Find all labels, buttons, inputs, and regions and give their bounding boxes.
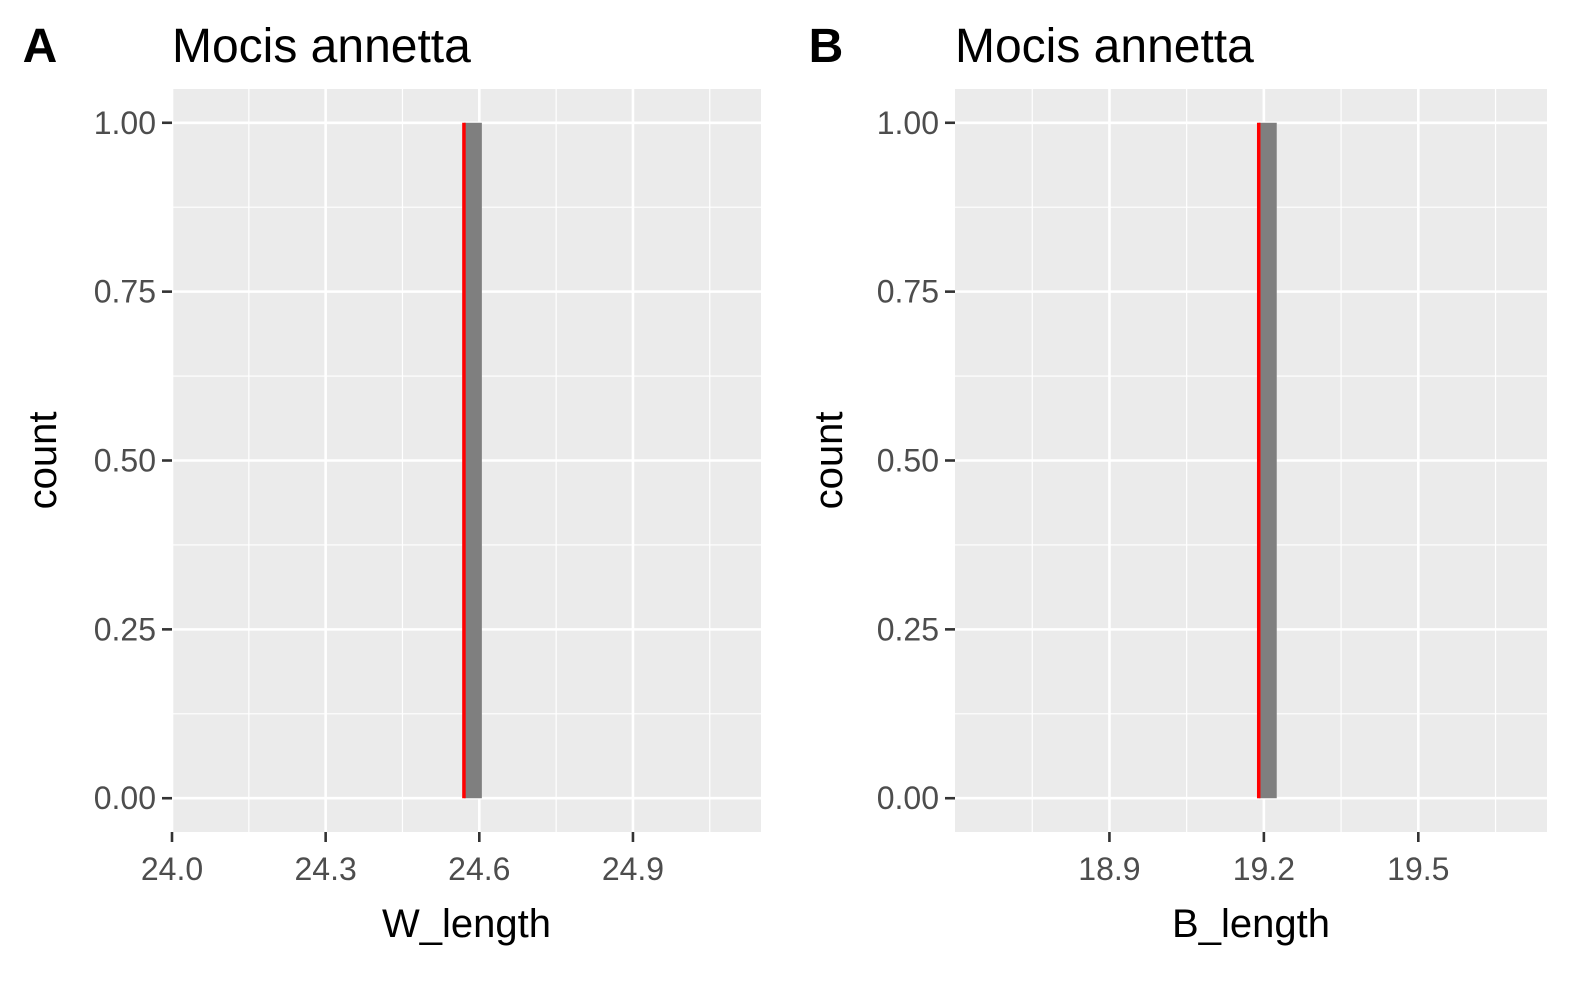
- panel-tag: A: [23, 20, 58, 73]
- y-tick-label: 0.25: [877, 611, 939, 647]
- y-tick-label: 1.00: [877, 105, 939, 141]
- x-tick-label: 24.3: [295, 851, 357, 887]
- x-tick-label: 24.0: [141, 851, 203, 887]
- x-axis-title: B_length: [1172, 902, 1330, 946]
- y-tick-label: 0.00: [877, 780, 939, 816]
- y-tick-label: 0.75: [877, 274, 939, 310]
- y-tick-label: 0.75: [94, 274, 156, 310]
- y-axis-title: count: [21, 412, 65, 510]
- histogram-bar: [463, 122, 482, 799]
- x-tick-label: 19.2: [1233, 851, 1295, 887]
- panel-tag: B: [809, 20, 844, 73]
- y-tick-label: 1.00: [94, 105, 156, 141]
- x-tick-label: 19.5: [1387, 851, 1449, 887]
- y-tick-label: 0.25: [94, 611, 156, 647]
- y-tick-label: 0.00: [94, 780, 156, 816]
- panel-b: 0.00 0.25 0.50 0.75 1.00 18.9 19.2 19.5 B Mocis a…: [807, 20, 1547, 946]
- chart-title: Mocis annetta: [955, 20, 1254, 73]
- x-axis-title: W_length: [382, 902, 551, 946]
- y-tick-label: 0.50: [877, 443, 939, 479]
- x-tick-label: 18.9: [1078, 851, 1140, 887]
- y-tick-label: 0.50: [94, 443, 156, 479]
- histogram-bar: [1258, 122, 1277, 799]
- x-tick-label: 24.9: [602, 851, 664, 887]
- chart-title: Mocis annetta: [172, 20, 471, 73]
- x-tick-label: 24.6: [448, 851, 510, 887]
- y-axis-title: count: [807, 412, 851, 510]
- panel-a: 0.00 0.25 0.50 0.75 1.00 24.0 24.3 24.6 24.9 A Moc…: [21, 20, 761, 946]
